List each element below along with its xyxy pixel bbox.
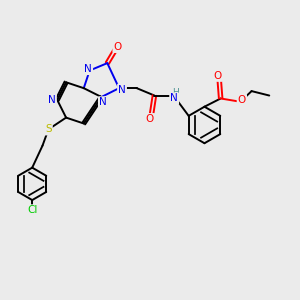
Text: O: O bbox=[146, 114, 154, 124]
Text: Cl: Cl bbox=[27, 206, 38, 215]
Text: O: O bbox=[113, 42, 122, 52]
Text: S: S bbox=[45, 124, 52, 134]
Text: N: N bbox=[48, 95, 56, 105]
Text: N: N bbox=[170, 94, 178, 103]
Text: H: H bbox=[172, 88, 178, 97]
Text: N: N bbox=[118, 85, 126, 94]
Text: N: N bbox=[99, 97, 107, 107]
Text: O: O bbox=[238, 95, 246, 105]
Text: N: N bbox=[84, 64, 92, 74]
Text: O: O bbox=[214, 71, 222, 81]
